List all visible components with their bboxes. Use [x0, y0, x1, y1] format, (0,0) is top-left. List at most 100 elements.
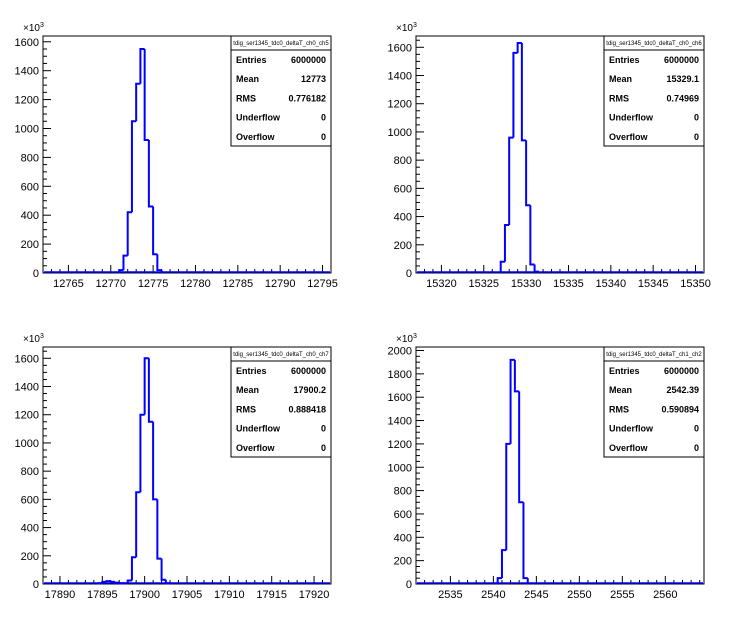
- x-tick-label: 15320: [426, 278, 457, 290]
- y-tick-label: 1400: [15, 66, 39, 78]
- y-tick-label: 1600: [388, 42, 412, 54]
- stats-label: Underflow: [236, 424, 281, 434]
- y-tick-label: 400: [21, 210, 39, 222]
- stats-label: RMS: [609, 404, 629, 414]
- y-exponent-power: 3: [40, 333, 44, 340]
- plot-frame: [415, 346, 705, 585]
- y-tick-label: 200: [394, 240, 412, 252]
- y-tick-label: 200: [21, 551, 39, 563]
- histogram-bin: [156, 499, 162, 560]
- histogram-bin: [160, 558, 166, 581]
- y-tick-label: 1200: [15, 95, 39, 107]
- x-tick-label: 15350: [680, 278, 711, 290]
- stats-value: 0.74969: [666, 93, 699, 103]
- y-tick-label: 400: [394, 212, 412, 224]
- y-tick-label: 1000: [15, 123, 39, 135]
- stats-title: tdig_ser1345_tdc0_deltaT_ch0_ch7: [233, 352, 329, 358]
- y-tick-label: 1000: [15, 438, 39, 450]
- histogram-bin: [143, 357, 149, 415]
- histogram-bin: [126, 211, 132, 256]
- x-tick-label: 2545: [524, 589, 548, 601]
- stats-value: 6000000: [291, 55, 326, 65]
- histogram-bin: [139, 48, 145, 84]
- y-tick-label: 800: [394, 486, 412, 498]
- histogram-bin: [512, 51, 518, 138]
- y-tick-label: 1000: [388, 462, 412, 474]
- histogram-bin: [143, 49, 149, 142]
- y-tick-label: 1400: [15, 382, 39, 394]
- y-tick-label: 400: [21, 523, 39, 535]
- y-tick-label: 1400: [388, 416, 412, 428]
- stats-value: 0: [321, 113, 326, 123]
- stats-label: Overflow: [609, 443, 649, 453]
- y-exponent-power: 3: [413, 333, 417, 340]
- stats-label: Mean: [236, 385, 259, 395]
- stats-box: [230, 35, 332, 147]
- x-tick-label: 15325: [468, 278, 499, 290]
- stats-label: Underflow: [609, 113, 654, 123]
- histogram-bin: [518, 391, 524, 504]
- x-tick-label: 17905: [172, 589, 203, 601]
- histogram-bin: [520, 43, 527, 142]
- y-tick-label: 600: [394, 509, 412, 521]
- y-tick-label: 1200: [388, 439, 412, 451]
- histogram-bin: [525, 140, 531, 207]
- x-tick-label: 12765: [53, 278, 84, 290]
- histogram-bin: [529, 205, 535, 266]
- y-tick-label: 2000: [388, 346, 412, 358]
- histogram-bin: [122, 254, 128, 271]
- y-tick-label: 1800: [388, 369, 412, 381]
- histogram-bin: [135, 491, 141, 558]
- histogram-bin: [130, 556, 137, 581]
- y-tick-label: 0: [33, 579, 39, 591]
- histogram-panel-2: 0 200 400 600 800 1000 1200 1400 1600 15320 15325 1…: [388, 22, 711, 290]
- x-tick-label: 12770: [95, 278, 126, 290]
- stats-value: 6000000: [291, 366, 326, 376]
- stats-value: 0: [694, 443, 699, 453]
- x-tick-label: 17915: [256, 589, 287, 601]
- x-tick-label: 17895: [87, 589, 118, 601]
- histogram-bin: [505, 442, 511, 551]
- x-tick-label: 15335: [553, 278, 584, 290]
- histogram-bin: [496, 577, 502, 584]
- x-tick-label: 17920: [299, 589, 330, 601]
- x-tick-label: 2555: [610, 589, 634, 601]
- stats-box: [603, 35, 705, 147]
- x-tick-label: 2540: [481, 589, 505, 601]
- stats-value: 0: [321, 132, 326, 142]
- x-tick-label: 15345: [638, 278, 669, 290]
- stats-label: Entries: [236, 366, 267, 376]
- stats-label: RMS: [236, 93, 256, 103]
- x-tick-label: 2535: [438, 589, 462, 601]
- y-tick-label: 800: [21, 152, 39, 164]
- x-tick-label: 2560: [653, 589, 677, 601]
- y-tick-label: 800: [21, 466, 39, 478]
- stats-box: [603, 346, 705, 458]
- y-tick-label: 0: [33, 268, 39, 280]
- stats-label: Overflow: [236, 132, 276, 142]
- histogram-bin: [499, 260, 505, 273]
- histogram-bin: [139, 413, 145, 493]
- histogram-bin: [508, 136, 514, 226]
- stats-label: RMS: [236, 404, 256, 414]
- histogram-bin: [135, 82, 141, 122]
- stats-value: 15329.1: [666, 74, 699, 84]
- stats-label: Underflow: [609, 424, 654, 434]
- y-tick-label: 400: [394, 532, 412, 544]
- stats-label: Mean: [609, 74, 632, 84]
- y-exponent-power: 3: [40, 22, 44, 29]
- x-tick-label: 12795: [307, 278, 338, 290]
- stats-value: 0.888418: [288, 404, 326, 414]
- stats-label: Entries: [609, 55, 640, 65]
- stats-box: [230, 346, 332, 458]
- stats-value: 12773: [301, 74, 326, 84]
- stats-value: 0.776182: [288, 93, 326, 103]
- histogram-bin: [513, 359, 520, 393]
- stats-label: Entries: [236, 55, 267, 65]
- x-tick-label: 12790: [265, 278, 296, 290]
- stats-value: 0: [694, 132, 699, 142]
- stats-value: 0: [694, 424, 699, 434]
- histogram-bin: [533, 264, 539, 273]
- histogram-bin: [522, 502, 528, 580]
